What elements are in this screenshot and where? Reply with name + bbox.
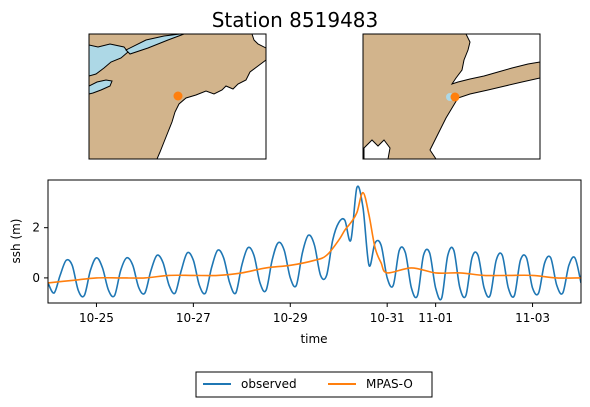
y-tick-label: 0 <box>32 271 40 285</box>
station-marker <box>174 92 183 101</box>
legend: observed MPAS-O <box>196 372 432 397</box>
time-series-plot: 10-25 10-27 10-29 10-31 11-01 11-03 0 2 time s… <box>9 180 581 346</box>
x-tick-label: 10-27 <box>176 311 211 325</box>
y-tick-label: 2 <box>32 221 40 235</box>
x-axis-label: time <box>300 332 327 346</box>
x-tick-label: 10-31 <box>370 311 405 325</box>
plot-frame <box>48 180 581 303</box>
x-tick-label: 11-01 <box>418 311 453 325</box>
legend-label-observed: observed <box>241 377 297 391</box>
x-tick-label: 10-25 <box>79 311 114 325</box>
figure-title: Station 8519483 <box>212 8 379 32</box>
x-tick-label: 10-29 <box>273 311 308 325</box>
x-tick-label: 11-03 <box>515 311 550 325</box>
legend-label-mpas-o: MPAS-O <box>366 377 413 391</box>
station-marker <box>451 93 460 102</box>
local-map <box>363 34 540 159</box>
series-line-mpas-o <box>48 193 581 283</box>
y-axis-label: ssh (m) <box>9 219 23 264</box>
regional-map <box>89 34 266 159</box>
series-line-observed <box>48 186 581 300</box>
